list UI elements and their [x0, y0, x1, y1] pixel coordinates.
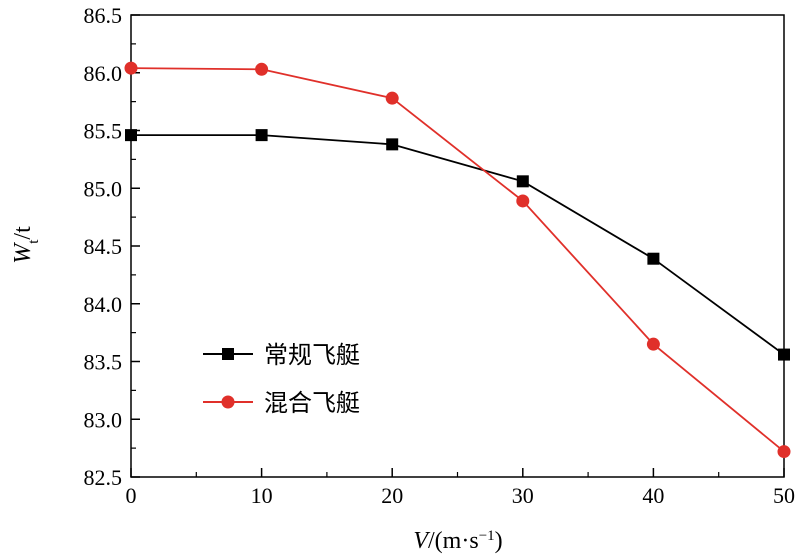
data-point-series-2	[124, 61, 138, 75]
legend-label-series-2: 混合飞艇	[264, 390, 360, 417]
y-tick-label: 83.0	[84, 407, 123, 432]
x-tick-label: 10	[251, 483, 273, 508]
data-point-series-1	[516, 175, 529, 188]
data-point-series-1	[778, 348, 790, 361]
data-point-series-1	[386, 138, 399, 151]
legend-marker-series-2	[221, 395, 235, 409]
y-axis-label: Wt/t	[10, 226, 42, 264]
series-layer	[124, 61, 791, 459]
legend-item-series-2: 混合飞艇	[203, 390, 360, 417]
x-tick-label: 50	[773, 483, 795, 508]
y-tick-label: 85.5	[84, 119, 123, 144]
data-point-series-2	[777, 445, 791, 459]
series-line-2	[130, 67, 785, 453]
x-axis-label: V/(m·s−1)	[413, 528, 502, 554]
legend-item-series-1: 常规飞艇	[203, 342, 360, 369]
axes: 0 10 20 30 40 50 82.5 83.0 83.5 84.0 84.5 85.0 85.5 8…	[84, 3, 796, 508]
x-tick-label: 0	[126, 483, 137, 508]
y-tick-label: 83.5	[84, 350, 123, 375]
y-tick-label: 84.5	[84, 234, 123, 259]
y-tick-label: 86.0	[84, 61, 123, 86]
y-tick-label: 86.5	[84, 3, 123, 28]
y-tick-label: 84.0	[84, 292, 123, 317]
legend-label-series-1: 常规飞艇	[264, 342, 360, 369]
series-line-1	[131, 134, 785, 356]
y-tick-label: 82.5	[84, 465, 123, 490]
x-tick-label: 20	[381, 483, 403, 508]
data-point-series-1	[647, 252, 660, 265]
data-point-series-1	[255, 129, 268, 142]
y-tick-label: 85.0	[84, 176, 123, 201]
legend: 常规飞艇 混合飞艇	[203, 342, 360, 417]
data-point-series-1	[125, 129, 137, 142]
legend-marker-series-1	[222, 348, 234, 360]
x-tick-label: 40	[642, 483, 664, 508]
x-tick-label: 30	[512, 483, 534, 508]
data-point-series-2	[516, 194, 530, 208]
data-point-series-2	[646, 337, 660, 351]
data-point-series-2	[385, 91, 399, 105]
data-point-series-2	[255, 62, 269, 76]
